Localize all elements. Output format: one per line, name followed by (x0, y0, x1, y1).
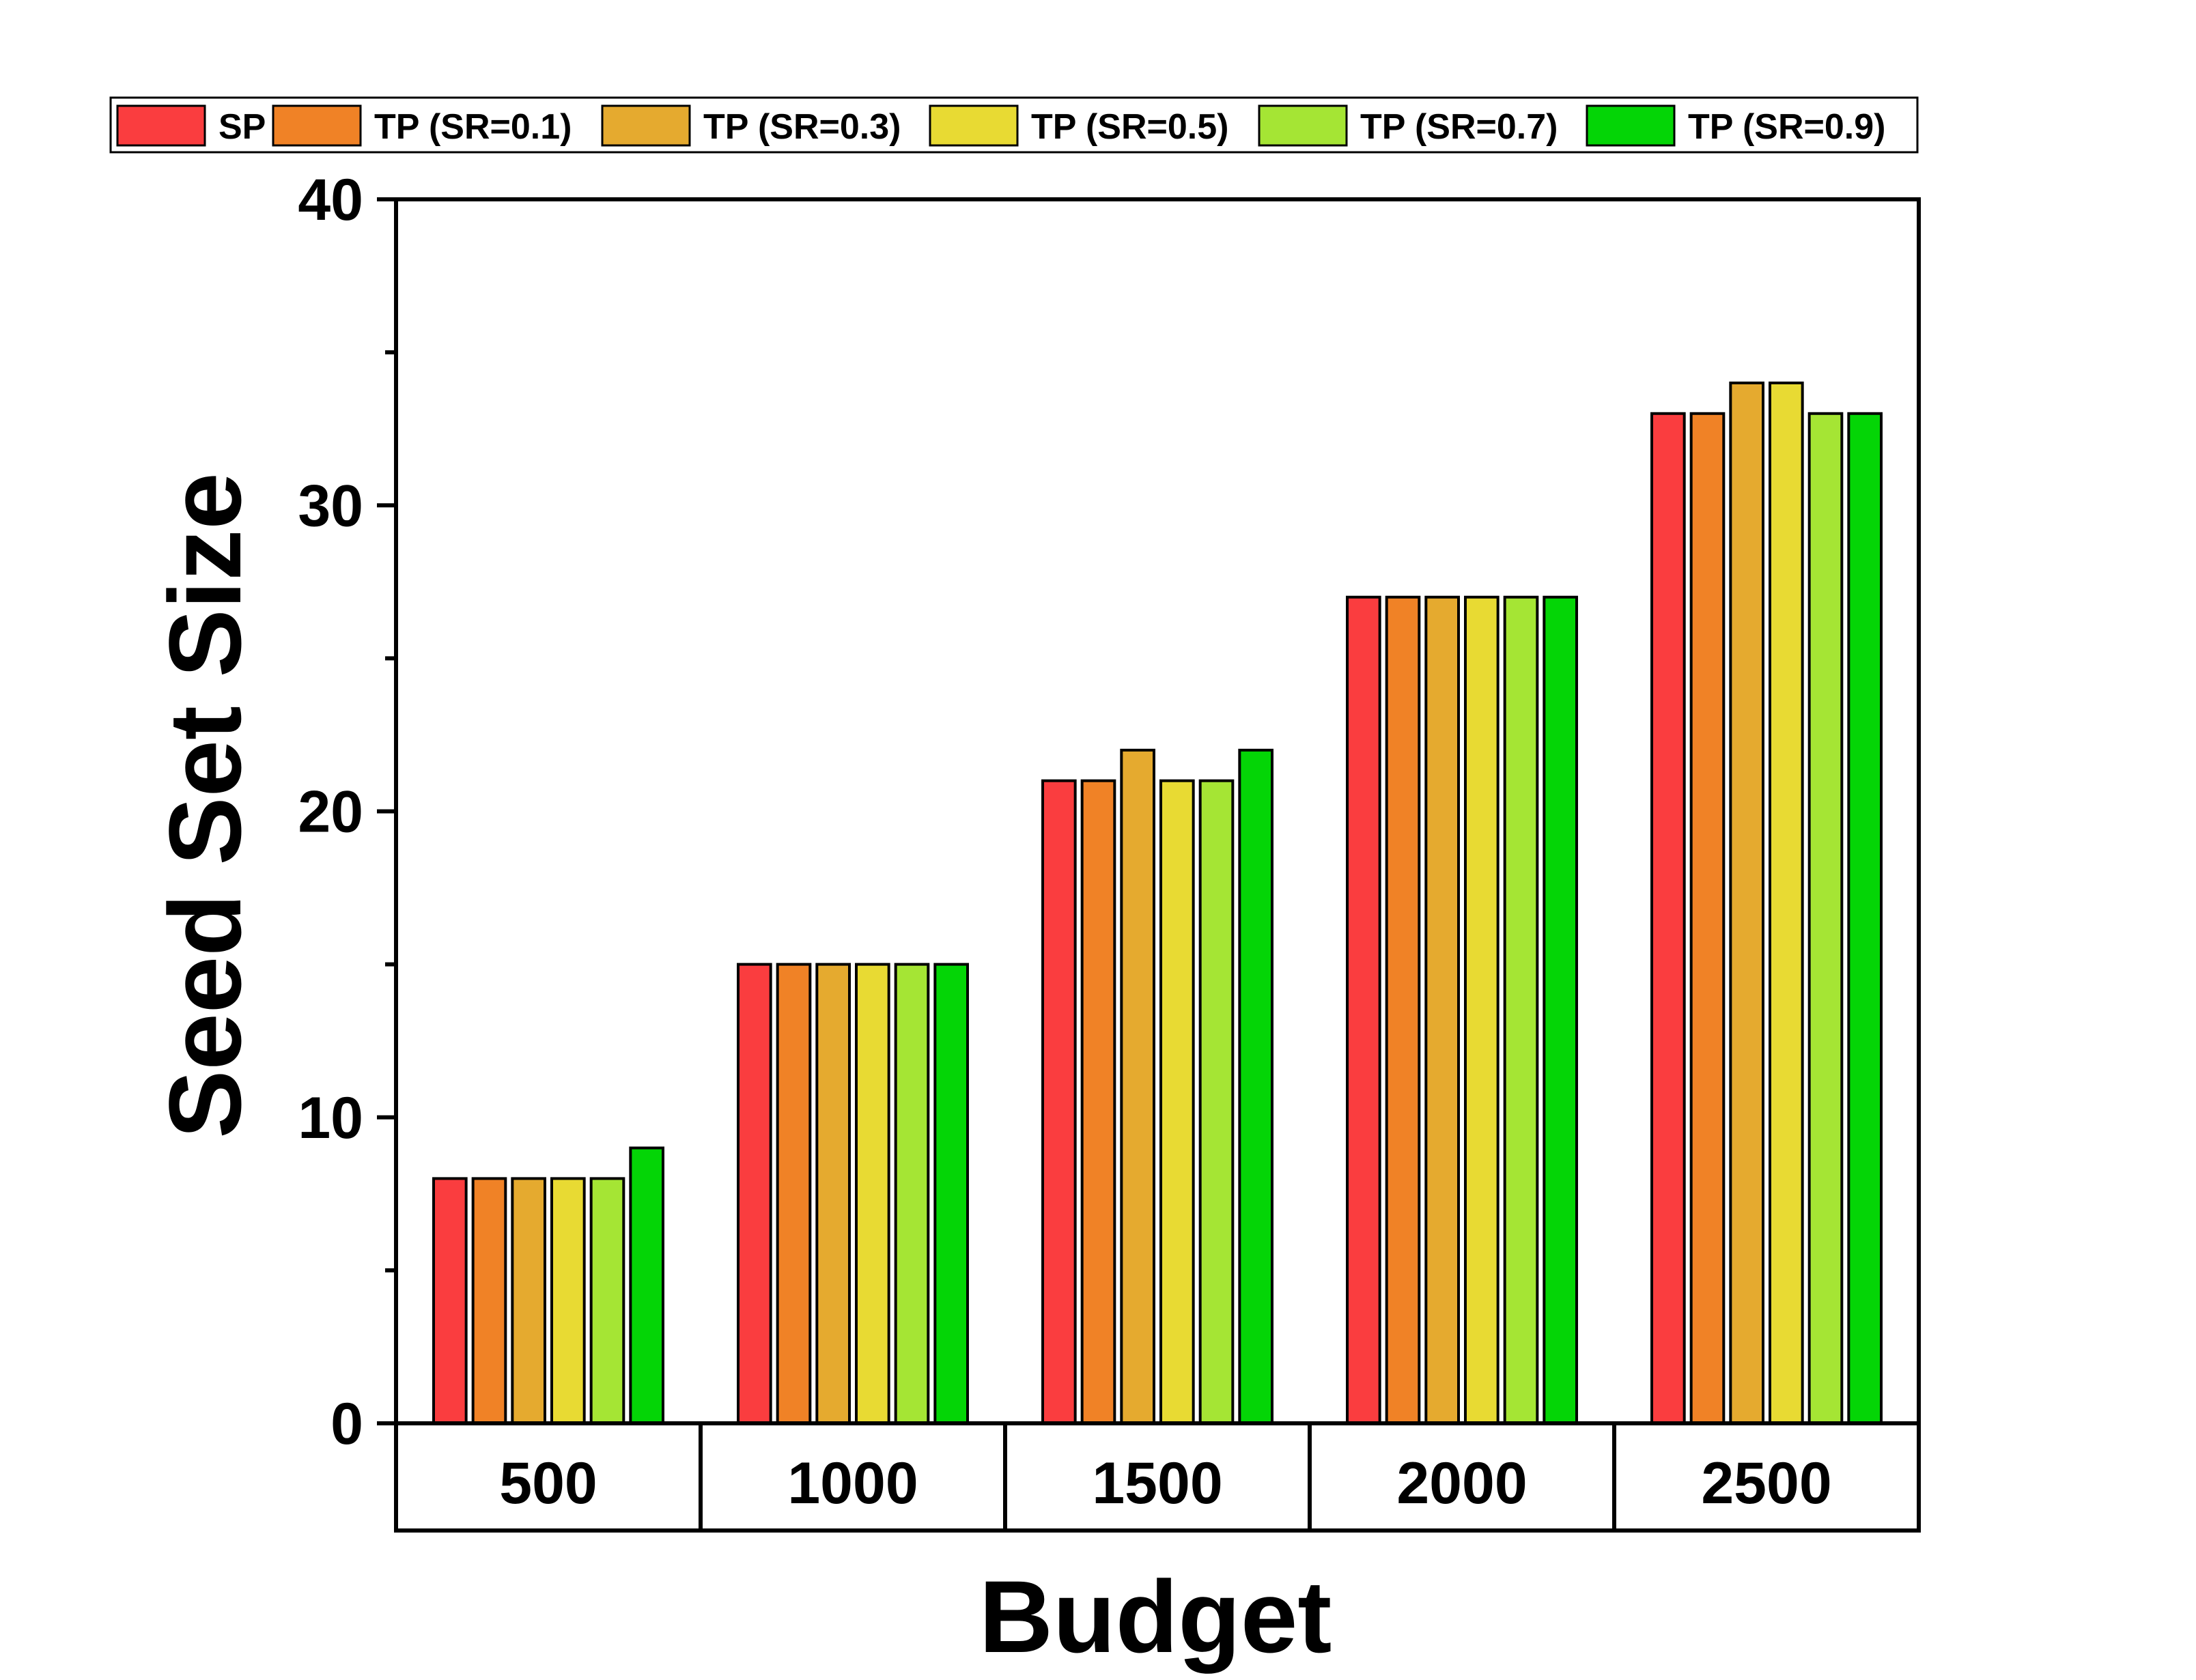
bar-tp-sr-0-7--1500 (1198, 779, 1235, 1425)
bar-tp-sr-0-9--1000 (933, 963, 970, 1425)
legend-label: TP (SR=0.3) (703, 107, 901, 147)
y-tick-label: 20 (298, 780, 363, 845)
y-axis: 0 10 20 30 40 (298, 167, 396, 1457)
bar-sp-2500 (1650, 412, 1686, 1425)
bar-tp-sr-0-7--2500 (1807, 412, 1844, 1425)
bar-tp-sr-0-3--2500 (1729, 381, 1764, 1425)
bar-tp-sr-0-3--1000 (815, 963, 851, 1425)
bar-tp-sr-0-5--1000 (855, 963, 890, 1425)
bar-tp-sr-0-7--1000 (894, 963, 930, 1425)
x-tick-label: 2500 (1701, 1451, 1831, 1516)
bar-tp-sr-0-3--1500 (1120, 748, 1156, 1425)
legend-label: TP (SR=0.9) (1688, 107, 1885, 147)
x-tick-label: 500 (499, 1451, 597, 1516)
legend-swatch (1586, 104, 1676, 147)
bar-tp-sr-0-9--2500 (1847, 412, 1883, 1425)
bar-tp-sr-0-7--500 (589, 1177, 625, 1425)
bar-tp-sr-0-3--2000 (1424, 595, 1460, 1425)
bar-tp-sr-0-3--500 (511, 1177, 546, 1425)
bar-tp-sr-0-1--2500 (1689, 412, 1726, 1425)
y-tick-label: 10 (298, 1085, 363, 1151)
legend: SP TP (SR=0.1) TP (SR=0.3) TP (SR=0.5) TP (S… (109, 96, 1919, 154)
x-tick-label: 1500 (1092, 1451, 1222, 1516)
bar-sp-1500 (1041, 779, 1077, 1425)
bar-tp-sr-0-5--2500 (1769, 381, 1804, 1425)
y-axis-title: Seed Set Size (147, 472, 262, 1138)
bar-tp-sr-0-5--500 (550, 1177, 586, 1425)
legend-swatch (601, 104, 691, 147)
legend-label: TP (SR=0.1) (374, 107, 572, 147)
bar-tp-sr-0-5--2000 (1464, 595, 1500, 1425)
bar-sp-500 (432, 1177, 468, 1425)
bar-tp-sr-0-1--500 (471, 1177, 507, 1425)
x-axis: 500 1000 1500 2000 2500 (394, 1421, 1921, 1533)
bar-tp-sr-0-9--1500 (1238, 748, 1274, 1425)
bar-tp-sr-0-1--2000 (1385, 595, 1421, 1425)
x-tick-label: 1000 (787, 1451, 918, 1516)
x-tick-label: 2000 (1396, 1451, 1527, 1516)
legend-label: SP (219, 107, 266, 147)
bar-tp-sr-0-9--2000 (1543, 595, 1578, 1425)
legend-label: TP (SR=0.5) (1031, 107, 1228, 147)
bar-tp-sr-0-9--500 (629, 1146, 664, 1425)
y-tick-label: 30 (298, 473, 363, 539)
legend-swatch (272, 104, 362, 147)
bar-tp-sr-0-1--1500 (1080, 779, 1116, 1425)
plot-area (394, 197, 1921, 1425)
bar-tp-sr-0-1--1000 (776, 963, 812, 1425)
category-row-frame (394, 1421, 1921, 1533)
legend-swatch (116, 104, 206, 147)
y-tick-label: 0 (330, 1391, 363, 1457)
legend-swatch (1258, 104, 1348, 147)
bar-sp-2000 (1346, 595, 1381, 1425)
x-axis-title: Budget (979, 1559, 1332, 1674)
y-tick-label: 40 (298, 167, 363, 233)
bar-sp-1000 (737, 963, 772, 1425)
legend-label: TP (SR=0.7) (1360, 107, 1558, 147)
bar-tp-sr-0-5--1500 (1159, 779, 1195, 1425)
bar-tp-sr-0-7--2000 (1503, 595, 1539, 1425)
legend-swatch (929, 104, 1019, 147)
